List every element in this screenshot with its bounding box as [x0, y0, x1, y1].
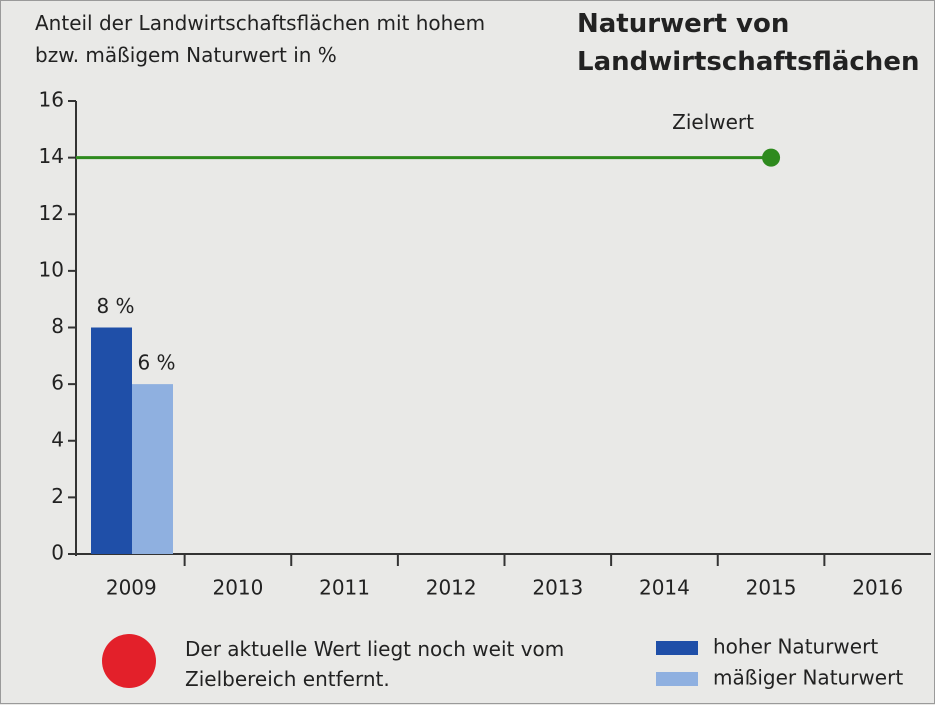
legend-swatch	[656, 641, 698, 655]
y-tick-label: 16	[39, 88, 64, 112]
y-tick-label: 10	[39, 257, 64, 281]
y-tick-label: 8	[51, 314, 64, 338]
annotation-text: Der aktuelle Wert liegt noch weit vom Zi…	[185, 637, 565, 691]
status-indicator	[102, 634, 156, 688]
x-tick-label: 2016	[852, 576, 903, 600]
legend-label: mäßiger Naturwert	[713, 666, 903, 690]
y-tick-label: 4	[51, 427, 64, 451]
legend-swatch	[656, 672, 698, 686]
bar	[132, 384, 173, 554]
bar	[91, 327, 132, 554]
chart-title: Naturwert von Landwirtschaftsflächen	[577, 9, 920, 77]
y-tick-label: 14	[39, 144, 64, 168]
x-tick-label: 2009	[106, 576, 157, 600]
x-tick-label: 2012	[426, 576, 477, 600]
x-tick-label: 2011	[319, 576, 370, 600]
y-tick-label: 6	[51, 371, 64, 395]
x-tick-label: 2010	[212, 576, 263, 600]
x-tick-label: 2014	[639, 576, 690, 600]
y-tick-label: 2	[51, 484, 64, 508]
y-tick-label: 12	[39, 201, 64, 225]
target-marker	[762, 148, 781, 167]
y-axis-label: Anteil der Landwirtschaftsflächen mit ho…	[35, 11, 486, 67]
x-tick-label: 2015	[746, 576, 797, 600]
data-label: 6 %	[137, 351, 175, 375]
target-label: Zielwert	[672, 110, 754, 134]
x-tick-label: 2013	[532, 576, 583, 600]
data-label: 8 %	[96, 294, 134, 318]
legend-label: hoher Naturwert	[713, 635, 878, 659]
y-tick-label: 0	[51, 541, 64, 565]
